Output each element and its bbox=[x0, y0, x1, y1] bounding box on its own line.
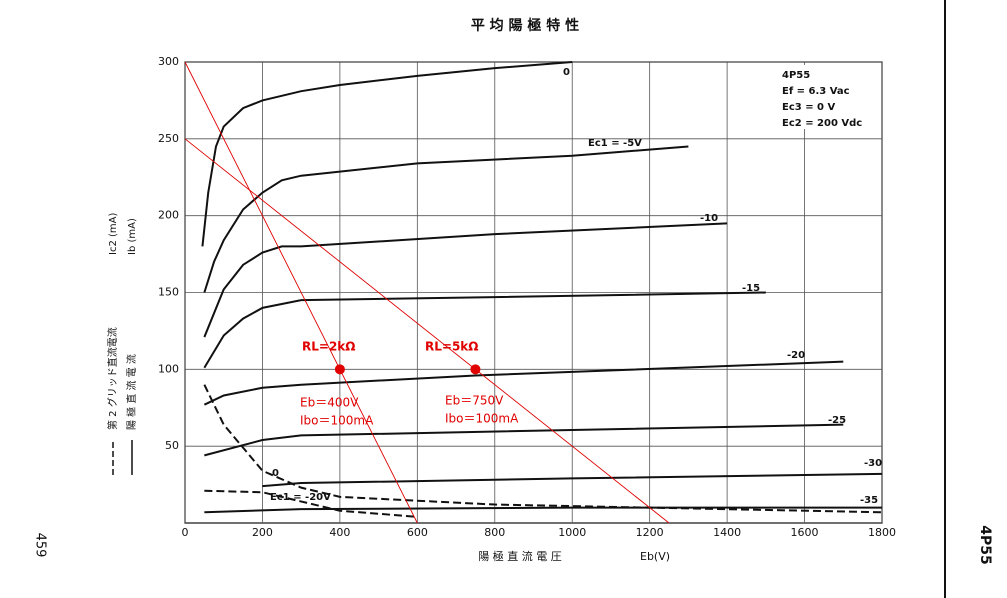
y-tick-label: 100 bbox=[158, 362, 179, 375]
curve-label: -20 bbox=[787, 350, 805, 361]
curve-label: RL=5kΩ bbox=[425, 340, 478, 354]
curve bbox=[262, 472, 883, 488]
curve-label: -35 bbox=[860, 495, 878, 506]
legend-label: 陽 極 直 流 電 流 bbox=[125, 354, 138, 430]
x-tick-label: 1400 bbox=[713, 526, 741, 539]
curve bbox=[204, 489, 418, 518]
x-tick-label: 200 bbox=[252, 526, 273, 539]
curve bbox=[184, 61, 418, 524]
curve bbox=[203, 384, 883, 514]
curve-label: Ec1 = -20V bbox=[270, 492, 331, 503]
curve bbox=[203, 291, 766, 369]
legend-label: 第 2 グリッド直流電流 bbox=[106, 327, 119, 430]
curve-label: Ec1 = -5V bbox=[588, 138, 642, 149]
x-tick-label: 0 bbox=[182, 526, 189, 539]
page-number: 459 bbox=[33, 533, 48, 558]
y-label: Ib (mA) bbox=[127, 218, 138, 255]
point-label: Eb＝400V bbox=[300, 396, 359, 410]
curve-label: 0 bbox=[272, 468, 279, 479]
info-text: Ef = 6.3 Vac bbox=[782, 86, 850, 97]
x-tick-label: 400 bbox=[329, 526, 350, 539]
y-tick-label: 200 bbox=[158, 209, 179, 222]
x-tick-label: 1600 bbox=[791, 526, 819, 539]
info-text: Ec3 = 0 V bbox=[782, 102, 835, 113]
curve bbox=[204, 423, 844, 457]
x-tick-label: 1200 bbox=[636, 526, 664, 539]
operating-point bbox=[470, 364, 481, 375]
y-tick-label: 150 bbox=[158, 286, 179, 299]
x-tick-label: 1800 bbox=[868, 526, 896, 539]
curve bbox=[203, 360, 844, 406]
x-tick-label: 800 bbox=[484, 526, 505, 539]
curve-label: -25 bbox=[828, 415, 846, 426]
x-tick-label: 1000 bbox=[558, 526, 586, 539]
curve-label: RL=2kΩ bbox=[302, 340, 355, 354]
point-label: Eb＝750V bbox=[445, 394, 504, 408]
operating-point bbox=[334, 364, 345, 375]
page-code: 4P55 bbox=[977, 525, 993, 564]
point-label: Ibo＝100mA bbox=[445, 412, 519, 426]
x-symbol: Eb(V) bbox=[640, 550, 670, 563]
curve bbox=[201, 61, 573, 247]
chart-title: 平 均 陽 極 特 性 bbox=[471, 17, 579, 34]
point-label: Ibo＝100mA bbox=[300, 414, 374, 428]
curve bbox=[203, 145, 689, 293]
curve bbox=[204, 506, 882, 514]
curve bbox=[203, 222, 728, 338]
curve-label: 0 bbox=[563, 67, 570, 78]
info-text: Ec2 = 200 Vdc bbox=[782, 118, 862, 129]
x-tick-label: 600 bbox=[407, 526, 428, 539]
y-tick-label: 50 bbox=[165, 439, 179, 452]
y-tick-label: 250 bbox=[158, 132, 179, 145]
y-label: Ic2 (mA) bbox=[108, 213, 119, 255]
info-box bbox=[772, 65, 872, 129]
curve-label: -15 bbox=[742, 283, 760, 294]
info-text: 4P55 bbox=[782, 70, 810, 81]
x-label: 陽 極 直 流 電 圧 bbox=[478, 549, 561, 563]
curve-label: -10 bbox=[700, 213, 718, 224]
curve-label: -30 bbox=[864, 458, 882, 469]
curve bbox=[184, 138, 670, 524]
y-tick-label: 300 bbox=[158, 55, 179, 68]
